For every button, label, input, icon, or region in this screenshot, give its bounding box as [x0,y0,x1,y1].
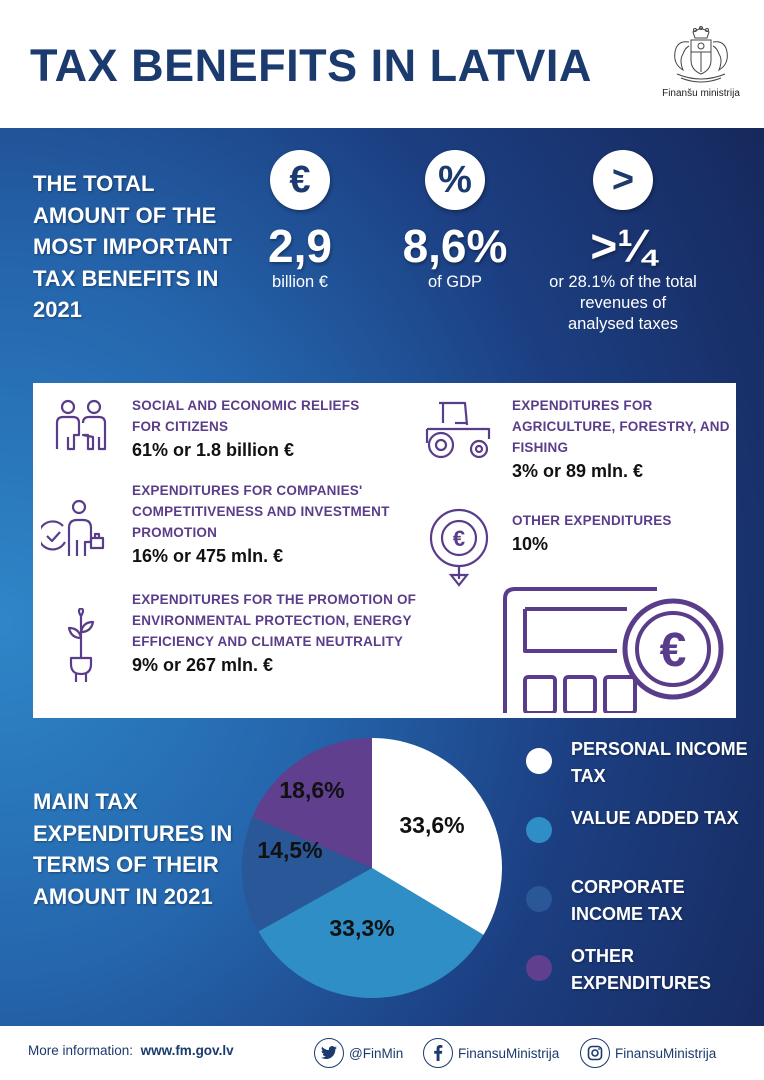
website-link[interactable]: www.fm.gov.lv [140,1043,234,1058]
stat-value: 2,9 [268,220,332,272]
category-value: 61% or 1.8 billion € [132,440,295,460]
category-title: EXPENDITURES FOR COMPANIES' COMPETITIVEN… [132,483,390,540]
euro-icon: € [270,150,330,210]
stat-caption: of GDP [427,273,483,291]
pie-slice-label: 14,5% [257,837,322,863]
category-value: 9% or 267 mln. € [132,655,274,675]
svg-text:€: € [660,624,687,677]
stat-total-amount: € 2,9 billion € [260,150,340,293]
stat-caption: or 28.1% of the total revenues of analys… [549,273,697,333]
pie-slice-label: 33,3% [329,915,394,941]
facebook-handle: FinansuMinistrija [458,1045,560,1061]
stat-gdp-share: % 8,6% of GDP [390,150,520,293]
legend-swatch [526,955,552,981]
category-value: 3% or 89 mln. € [512,461,644,481]
header: TAX BENEFITS IN LATVIA Finanšu ministrij… [0,0,764,128]
pie-legend: PERSONAL INCOME TAX VALUE ADDED TAX CORPOR… [526,736,756,1012]
stat-revenue-share: > >¼ or 28.1% of the total revenues of a… [548,150,698,335]
legend-swatch [526,886,552,912]
percent-icon: % [425,150,485,210]
category-other: OTHER EXPENDITURES 10% [512,510,732,556]
instagram-icon [580,1038,610,1068]
category-companies: EXPENDITURES FOR COMPANIES' COMPETITIVEN… [132,480,402,568]
legend-label: OTHER EXPENDITURES [571,946,712,993]
legend-label: PERSONAL INCOME TAX [571,739,748,786]
legend-item: PERSONAL INCOME TAX [526,736,756,805]
ministry-name: Finanšu ministrija [662,88,740,99]
instagram-handle: FinansuMinistrija [615,1045,717,1061]
pie-chart: 33,6% 33,3% 14,5% 18,6% [242,738,502,998]
category-social: SOCIAL AND ECONOMIC RELIEFS FOR CITIZENS… [132,395,372,462]
stat-caption: billion € [272,273,328,291]
footer: More information: www.fm.gov.lv @FinMin … [0,1026,764,1080]
more-info-label: More information: [28,1043,134,1058]
legend-item: OTHER EXPENDITURES [526,943,756,1012]
pie-slice-label: 18,6% [279,777,344,803]
pie-slice [258,868,484,998]
main-panel: THE TOTAL AMOUNT OF THE MOST IMPORTANT T… [0,128,764,1026]
greater-than-icon: > [593,150,653,210]
svg-text:€: € [453,526,465,551]
twitter-link[interactable]: @FinMin [314,1038,403,1068]
category-value: 16% or 475 mln. € [132,546,284,566]
pie-slice-label: 33,6% [399,812,464,838]
category-agriculture: EXPENDITURES FOR AGRICULTURE, FORESTRY, … [512,395,732,483]
legend-item: CORPORATE INCOME TAX [526,874,756,943]
tractor-icon [425,401,491,459]
facebook-icon [423,1038,453,1068]
people-icon [55,399,107,451]
category-title: EXPENDITURES FOR THE PROMOTION OF ENVIRO… [132,592,417,649]
legend-label: VALUE ADDED TAX [571,808,739,828]
category-value: 10% [512,534,549,554]
legend-item: VALUE ADDED TAX [526,805,756,874]
coat-of-arms-icon [674,26,728,83]
more-info: More information: www.fm.gov.lv [28,1043,234,1058]
category-title: SOCIAL AND ECONOMIC RELIEFS FOR CITIZENS [132,398,360,434]
categories-card: SOCIAL AND ECONOMIC RELIEFS FOR CITIZENS… [33,383,736,718]
stats-heading: THE TOTAL AMOUNT OF THE MOST IMPORTANT T… [33,171,232,322]
pie-slice [372,738,502,935]
category-title: EXPENDITURES FOR AGRICULTURE, FORESTRY, … [512,398,730,455]
eco-plug-icon [67,608,95,682]
payment-terminal-icon: € [503,587,724,713]
facebook-link[interactable]: FinansuMinistrija [423,1038,559,1068]
page-title: TAX BENEFITS IN LATVIA [30,40,592,91]
category-environment: EXPENDITURES FOR THE PROMOTION OF ENVIRO… [132,589,422,677]
twitter-handle: @FinMin [349,1045,404,1061]
pie-slice [242,817,372,932]
legend-swatch [526,817,552,843]
pie-slice [252,738,372,868]
businessman-icon [41,499,105,556]
euro-coin-icon: € [429,508,489,587]
twitter-icon [314,1038,344,1068]
ministry-logo[interactable]: Finanšu ministrija [656,26,746,99]
legend-label: CORPORATE INCOME TAX [571,877,685,924]
category-title: OTHER EXPENDITURES [512,513,672,528]
pie-heading: MAIN TAX EXPENDITURES IN TERMS OF THEIR … [33,789,233,909]
stat-value: >¼ [590,220,656,272]
instagram-link[interactable]: FinansuMinistrija [580,1038,716,1068]
stat-value: 8,6% [402,220,508,272]
legend-swatch [526,748,552,774]
